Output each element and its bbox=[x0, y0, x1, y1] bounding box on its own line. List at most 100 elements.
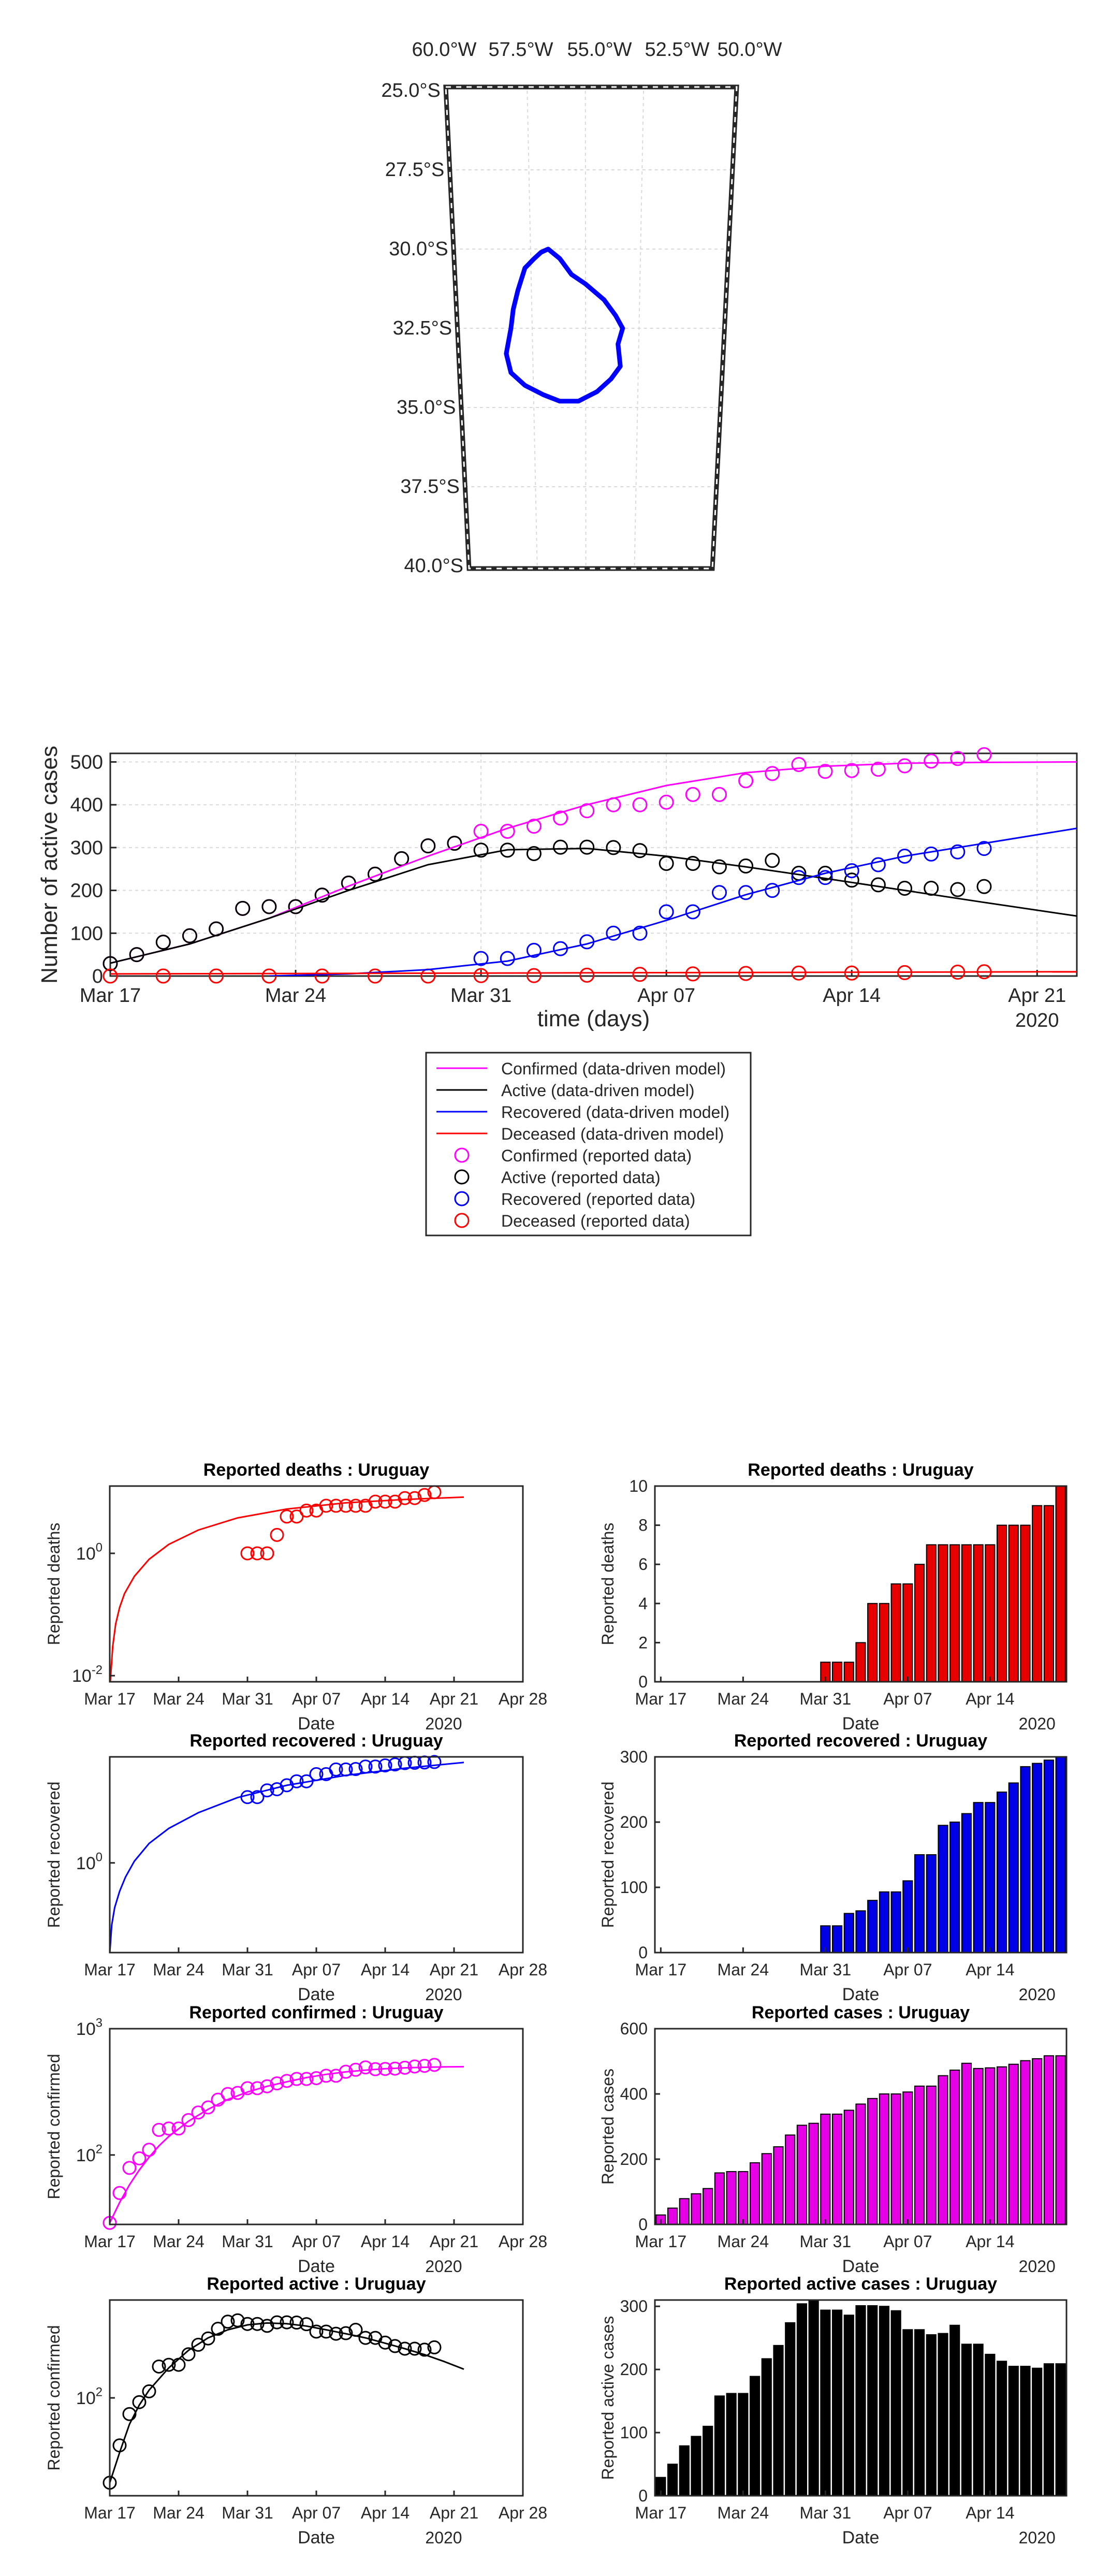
data-point bbox=[329, 1762, 343, 1777]
x-tick-label: Apr 07 bbox=[292, 1690, 341, 1708]
x-tick-label: Apr 21 bbox=[430, 1690, 478, 1708]
x-tick-label: Mar 17 bbox=[84, 2232, 136, 2251]
bar bbox=[843, 1662, 854, 1682]
data-point bbox=[280, 1509, 294, 1524]
chart-title: Reported recovered : Uruguay bbox=[734, 1731, 987, 1751]
data-point-2 bbox=[924, 846, 939, 862]
x-tick-label: Mar 31 bbox=[800, 1690, 852, 1708]
data-point bbox=[270, 2076, 284, 2091]
x-tick-label: Mar 24 bbox=[153, 2232, 204, 2251]
small-chart-3: Reported recovered : Uruguay Date Reported… bbox=[45, 1731, 547, 2004]
data-point bbox=[132, 2395, 147, 2409]
data-point-1 bbox=[261, 899, 277, 914]
data-point bbox=[122, 2161, 137, 2175]
x-axis-label: Date bbox=[842, 1985, 880, 2004]
year-label: 2020 bbox=[425, 2528, 462, 2547]
y-tick-label-exp: 0 bbox=[96, 1541, 103, 1555]
y-tick-label-base: 10 bbox=[76, 1854, 96, 1873]
data-point bbox=[388, 2061, 402, 2076]
data-point bbox=[289, 2072, 304, 2086]
x-tick-label: Apr 14 bbox=[966, 1690, 1014, 1708]
year-label: 2020 bbox=[1015, 1010, 1059, 1031]
data-point bbox=[289, 2316, 304, 2330]
bar bbox=[679, 2445, 690, 2496]
data-point-0 bbox=[870, 762, 886, 777]
y-tick-label: 300 bbox=[620, 2297, 648, 2316]
bar bbox=[1043, 2363, 1055, 2496]
bar bbox=[973, 2068, 984, 2225]
bar bbox=[938, 2333, 948, 2497]
data-point bbox=[250, 2317, 265, 2331]
data-point-1 bbox=[314, 887, 330, 903]
bar bbox=[949, 2324, 960, 2497]
small-charts-grid: Reported deaths : Uruguay Date Reported de… bbox=[45, 1460, 1068, 2548]
bar bbox=[773, 2345, 784, 2496]
data-point-0 bbox=[553, 810, 568, 826]
bar bbox=[831, 1925, 843, 1954]
data-point bbox=[289, 1774, 304, 1788]
y-tick-label-base: 10 bbox=[76, 2146, 96, 2165]
plot-frame bbox=[654, 1485, 1068, 1683]
data-point bbox=[417, 1488, 432, 1502]
bar bbox=[961, 2344, 972, 2497]
data-point-3 bbox=[579, 967, 595, 983]
bar bbox=[796, 2124, 808, 2225]
x-axis-label: Date bbox=[298, 1985, 335, 2004]
small-chart-7: Reported active : Uruguay Date Reported co… bbox=[45, 2274, 547, 2548]
main-legend: Confirmed (data-driven model) Active (dat… bbox=[425, 1052, 752, 1236]
bar bbox=[902, 1880, 913, 1953]
data-point-1 bbox=[155, 935, 171, 950]
chart-title: Reported confirmed : Uruguay bbox=[189, 2003, 443, 2022]
bar bbox=[949, 1544, 960, 1682]
data-point bbox=[270, 2315, 284, 2330]
bar bbox=[973, 1802, 984, 1953]
data-point-2 bbox=[606, 925, 621, 941]
data-point bbox=[152, 2359, 166, 2374]
data-point bbox=[378, 2062, 392, 2076]
bar bbox=[879, 2306, 890, 2496]
bar bbox=[785, 2134, 796, 2225]
bar bbox=[914, 2329, 925, 2496]
x-tick-label: Mar 24 bbox=[153, 1960, 204, 1979]
bar bbox=[926, 1854, 937, 1953]
bar bbox=[843, 1913, 854, 1953]
y-axis-label: Reported cases bbox=[598, 2069, 617, 2185]
x-tick-label: Mar 17 bbox=[84, 1690, 136, 1708]
data-point bbox=[260, 2319, 274, 2333]
data-point bbox=[230, 2313, 245, 2327]
data-point-2 bbox=[685, 904, 700, 920]
x-tick-label: Apr 14 bbox=[361, 2232, 410, 2251]
data-point bbox=[417, 2059, 432, 2073]
data-point-1 bbox=[765, 853, 780, 868]
data-point bbox=[162, 2121, 176, 2136]
bar bbox=[1043, 1505, 1055, 1683]
x-axis-label: Date bbox=[842, 2528, 880, 2548]
y-tick-label: 103 bbox=[76, 2016, 103, 2039]
chart-title: Reported recovered : Uruguay bbox=[189, 1731, 443, 1751]
data-point-2 bbox=[659, 904, 674, 920]
x-axis-label: Date bbox=[842, 2257, 880, 2276]
data-point-1 bbox=[606, 840, 621, 855]
x-tick-label: Apr 14 bbox=[361, 2504, 410, 2522]
chart-title: Reported cases : Uruguay bbox=[752, 2003, 970, 2022]
y-tick-label: 0 bbox=[638, 1672, 648, 1691]
bar bbox=[949, 1822, 960, 1953]
data-point-2 bbox=[791, 870, 807, 885]
legend-marker-swatch bbox=[454, 1169, 470, 1185]
map-lon-label: 60.0°W bbox=[412, 39, 476, 61]
bar bbox=[691, 2193, 701, 2225]
data-point bbox=[339, 1762, 353, 1777]
x-tick-label: Mar 31 bbox=[222, 2232, 273, 2251]
data-point bbox=[378, 1758, 392, 1772]
legend-label: Deceased (data-driven model) bbox=[501, 1125, 724, 1143]
model-line-7 bbox=[110, 971, 1077, 975]
data-point-1 bbox=[897, 880, 913, 896]
data-point-0 bbox=[897, 758, 913, 774]
x-tick-label: Mar 24 bbox=[718, 2232, 769, 2251]
data-point-3 bbox=[526, 968, 542, 983]
bar bbox=[1032, 1763, 1043, 1954]
y-tick-label: 500 bbox=[70, 752, 103, 774]
bar bbox=[985, 2353, 996, 2497]
data-point bbox=[299, 2072, 314, 2086]
data-point bbox=[348, 2323, 363, 2337]
